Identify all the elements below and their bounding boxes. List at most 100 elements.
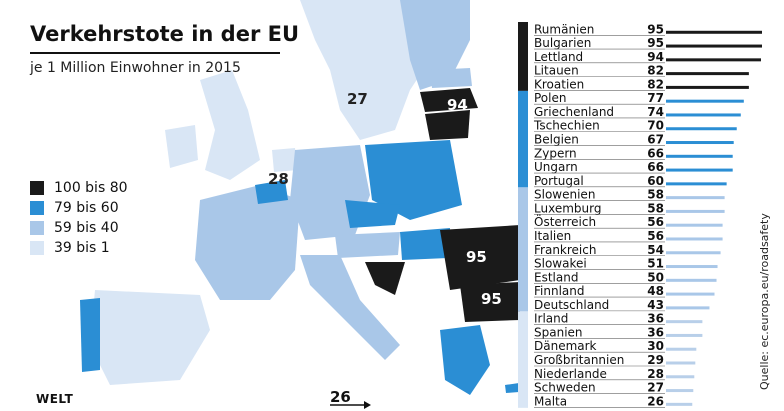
bar [666, 375, 695, 379]
source-note: Quelle: ec.europa.eu/roadsafety [758, 213, 771, 390]
map-scandinavia [300, 0, 430, 140]
bar [666, 196, 725, 200]
map-label-malta: 26 [330, 388, 351, 406]
legend-item: 59 bis 40 [30, 218, 128, 238]
bar-category-label: Spanien [534, 325, 583, 339]
bar-value-label: 50 [647, 270, 664, 284]
legend-swatch [30, 221, 44, 235]
legend-item: 100 bis 80 [30, 178, 128, 198]
bar [666, 30, 762, 34]
map-poland [365, 140, 462, 220]
bar-value-label: 77 [647, 91, 664, 105]
bar-value-label: 56 [647, 215, 664, 229]
legend: 100 bis 80 79 bis 60 59 bis 40 39 bis 1 [30, 178, 128, 258]
map-label-rumaenien: 95 [466, 248, 487, 266]
legend-item: 79 bis 60 [30, 198, 128, 218]
bar-value-label: 28 [647, 367, 664, 381]
bar-value-label: 36 [647, 312, 664, 326]
legend-swatch [30, 201, 44, 215]
map-ireland [165, 125, 198, 168]
group-strip [518, 22, 528, 91]
bar [666, 154, 733, 158]
bar-category-label: Portugal [534, 174, 584, 188]
legend-item: 39 bis 1 [30, 238, 128, 258]
chart-subtitle: je 1 Million Einwohner in 2015 [30, 60, 241, 76]
bar [666, 85, 749, 89]
map-france [195, 185, 300, 300]
bar [666, 237, 723, 241]
bar [666, 402, 693, 406]
map-label-niederlande: 28 [268, 170, 289, 188]
bar-value-label: 60 [647, 174, 664, 188]
bar [666, 72, 749, 76]
ranking-bar-chart: Rumänien 95 Bulgarien 95 Lettland 94 Litauen 82… [518, 22, 762, 408]
map-label-schweden: 27 [347, 90, 368, 108]
bar [666, 333, 703, 337]
map-hungary [400, 228, 450, 260]
bar-category-label: Deutschland [534, 298, 609, 312]
bar [666, 168, 733, 172]
map-finland [400, 0, 470, 90]
bar-category-label: Großbritannien [534, 353, 624, 367]
bar-category-label: Schweden [534, 381, 596, 395]
bar-value-label: 43 [647, 298, 664, 312]
bar-value-label: 95 [647, 22, 664, 36]
map-greece [440, 325, 490, 395]
group-strip [518, 90, 528, 188]
bar-category-label: Österreich [534, 213, 596, 229]
bar-value-label: 94 [647, 50, 664, 64]
map-romania [440, 225, 520, 290]
map-croatia [365, 262, 405, 295]
bar-category-label: Luxemburg [534, 201, 601, 215]
bar-value-label: 36 [647, 325, 664, 339]
bar-category-label: Italien [534, 229, 571, 243]
bar [666, 44, 762, 48]
bar-category-label: Niederlande [534, 367, 607, 381]
bar [666, 209, 725, 213]
bar-value-label: 30 [647, 339, 664, 353]
bar [666, 278, 717, 282]
welt-logo: WELT [36, 392, 74, 406]
bar-value-label: 26 [647, 394, 664, 408]
bar-value-label: 66 [647, 146, 664, 160]
map-italy [300, 255, 400, 360]
map-spain [90, 290, 210, 385]
map-netherlands [272, 148, 298, 172]
bar-category-label: Kroatien [534, 77, 584, 91]
bar-value-label: 82 [647, 64, 664, 78]
bar-category-label: Lettland [534, 50, 583, 64]
bar [666, 347, 697, 351]
bar [666, 251, 721, 255]
bar-value-label: 29 [647, 353, 664, 367]
bar [666, 113, 741, 117]
map-latvia [420, 88, 478, 112]
map-lithuania [425, 110, 470, 140]
bar-value-label: 95 [647, 36, 664, 50]
bar-value-label: 54 [647, 243, 664, 257]
bar-value-label: 27 [647, 381, 664, 395]
bar-category-label: Polen [534, 91, 566, 105]
bar-value-label: 66 [647, 160, 664, 174]
bar-category-label: Zypern [534, 146, 577, 160]
bar [666, 141, 734, 145]
bar-category-label: Bulgarien [534, 36, 591, 50]
group-strip [518, 187, 528, 312]
map-uk [200, 70, 260, 180]
bar-value-label: 56 [647, 229, 664, 243]
chart-title: Verkehrstote in der EU [30, 22, 300, 46]
bar [666, 127, 737, 131]
legend-label: 39 bis 1 [54, 240, 110, 256]
legend-label: 59 bis 40 [54, 220, 119, 236]
bar-category-label: Griechenland [534, 105, 614, 119]
bar [666, 223, 723, 227]
bar [666, 389, 694, 393]
bar-category-label: Irland [534, 312, 568, 326]
legend-label: 79 bis 60 [54, 200, 119, 216]
eu-map: 27 94 28 95 95 26 [80, 0, 520, 409]
bar-category-label: Dänemark [534, 339, 597, 353]
bar-value-label: 48 [647, 284, 664, 298]
bar [666, 99, 744, 103]
bar-category-label: Slowakei [534, 257, 587, 271]
bar-category-label: Tschechien [533, 119, 600, 133]
bar-category-label: Finnland [534, 284, 584, 298]
